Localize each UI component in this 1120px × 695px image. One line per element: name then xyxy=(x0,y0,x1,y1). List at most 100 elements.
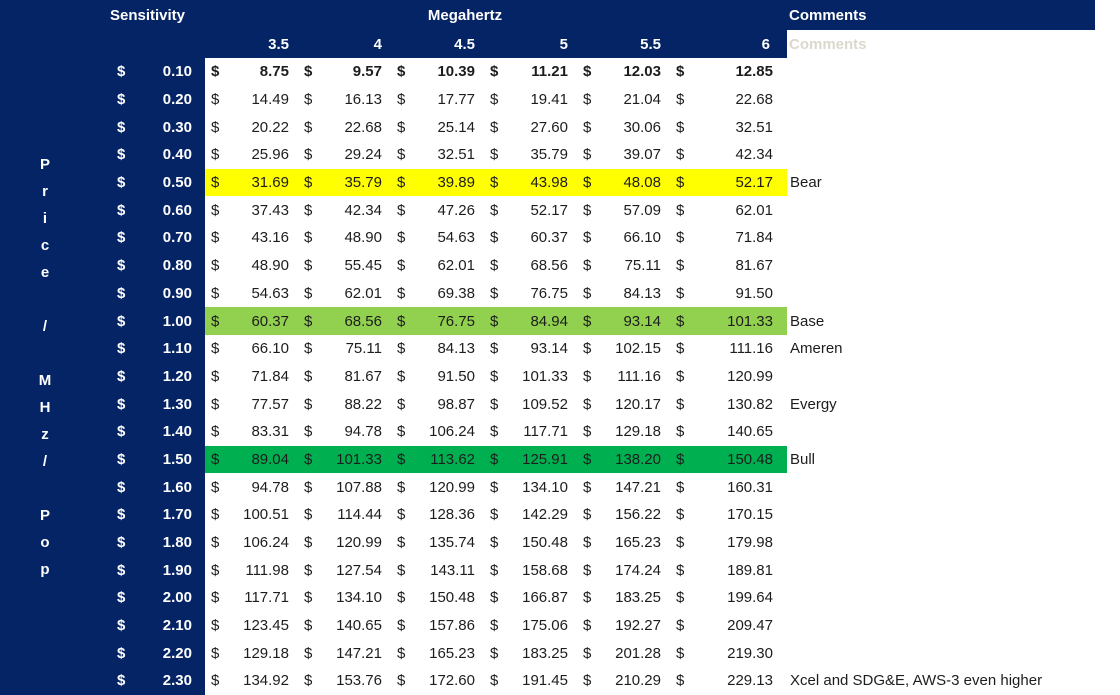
data-cell[interactable]: $11.21 xyxy=(484,58,577,86)
price-label-cell[interactable]: $ 2.10 xyxy=(90,612,205,640)
data-cell[interactable]: $101.33 xyxy=(484,363,577,391)
data-cell[interactable]: $111.16 xyxy=(577,363,670,391)
data-cell[interactable]: $140.65 xyxy=(670,418,787,446)
data-cell[interactable]: $22.68 xyxy=(670,86,787,114)
mhz-column-header[interactable]: 5.5 xyxy=(640,35,661,53)
data-cell[interactable]: $32.51 xyxy=(391,141,484,169)
data-cell[interactable]: $114.44 xyxy=(298,501,391,529)
data-cell[interactable]: $143.11 xyxy=(391,556,484,584)
data-cell[interactable]: $166.87 xyxy=(484,584,577,612)
data-cell[interactable]: $17.77 xyxy=(391,86,484,114)
data-cell[interactable]: $140.65 xyxy=(298,612,391,640)
price-label-cell[interactable]: $ 0.20 xyxy=(90,86,205,114)
data-cell[interactable]: $150.48 xyxy=(391,584,484,612)
price-label-cell[interactable]: $ 1.70 xyxy=(90,501,205,529)
price-label-cell[interactable]: $ 0.10 xyxy=(90,58,205,86)
data-cell[interactable]: $191.45 xyxy=(484,667,577,695)
price-label-cell[interactable]: $ 0.30 xyxy=(90,113,205,141)
data-cell[interactable]: $84.13 xyxy=(391,335,484,363)
data-cell[interactable]: $88.22 xyxy=(298,390,391,418)
price-label-cell[interactable]: $ 1.90 xyxy=(90,556,205,584)
data-cell[interactable]: $21.04 xyxy=(577,86,670,114)
data-cell[interactable]: $165.23 xyxy=(577,529,670,557)
price-label-cell[interactable]: $ 0.50 xyxy=(90,169,205,197)
data-cell[interactable]: $43.98 xyxy=(484,168,577,197)
price-label-cell[interactable]: $ 1.50 xyxy=(90,446,205,474)
data-cell[interactable]: $43.16 xyxy=(205,224,298,252)
data-cell[interactable]: $48.90 xyxy=(298,224,391,252)
data-cell[interactable]: $69.38 xyxy=(391,280,484,308)
data-cell[interactable]: $8.75 xyxy=(205,58,298,86)
price-label-cell[interactable]: $ 1.80 xyxy=(90,529,205,557)
mhz-column-header[interactable]: 4 xyxy=(373,35,382,53)
data-cell[interactable]: $106.24 xyxy=(391,418,484,446)
data-cell[interactable]: $117.71 xyxy=(484,418,577,446)
data-cell[interactable]: $150.48 xyxy=(670,445,787,474)
data-cell[interactable]: $39.07 xyxy=(577,141,670,169)
data-cell[interactable]: $31.69 xyxy=(205,168,298,197)
mhz-column-header[interactable]: 6 xyxy=(761,35,770,53)
data-cell[interactable]: $100.51 xyxy=(205,501,298,529)
comment-cell[interactable]: Ameren xyxy=(790,340,843,358)
data-cell[interactable]: $57.09 xyxy=(577,196,670,224)
price-label-cell[interactable]: $ 0.60 xyxy=(90,196,205,224)
data-cell[interactable]: $75.11 xyxy=(298,335,391,363)
data-cell[interactable]: $113.62 xyxy=(391,445,484,474)
comment-cell[interactable]: Base xyxy=(790,312,825,330)
data-cell[interactable]: $19.41 xyxy=(484,86,577,114)
data-cell[interactable]: $129.18 xyxy=(577,418,670,446)
data-cell[interactable]: $147.21 xyxy=(298,639,391,667)
data-cell[interactable]: $14.49 xyxy=(205,86,298,114)
price-label-cell[interactable]: $ 1.20 xyxy=(90,363,205,391)
data-cell[interactable]: $189.81 xyxy=(670,556,787,584)
data-cell[interactable]: $68.56 xyxy=(484,252,577,280)
data-cell[interactable]: $153.76 xyxy=(298,667,391,695)
data-cell[interactable]: $55.45 xyxy=(298,252,391,280)
data-cell[interactable]: $129.18 xyxy=(205,639,298,667)
data-cell[interactable]: $35.79 xyxy=(484,141,577,169)
data-cell[interactable]: $134.10 xyxy=(298,584,391,612)
data-cell[interactable]: $134.92 xyxy=(205,667,298,695)
data-cell[interactable]: $62.01 xyxy=(391,252,484,280)
data-cell[interactable]: $183.25 xyxy=(577,584,670,612)
data-cell[interactable]: $62.01 xyxy=(298,280,391,308)
data-cell[interactable]: $157.86 xyxy=(391,612,484,640)
data-cell[interactable]: $62.01 xyxy=(670,196,787,224)
data-cell[interactable]: $66.10 xyxy=(577,224,670,252)
data-cell[interactable]: $172.60 xyxy=(391,667,484,695)
data-cell[interactable]: $91.50 xyxy=(391,363,484,391)
data-cell[interactable]: $52.17 xyxy=(484,196,577,224)
data-cell[interactable]: $156.22 xyxy=(577,501,670,529)
data-cell[interactable]: $42.34 xyxy=(670,141,787,169)
data-cell[interactable]: $52.17 xyxy=(670,168,787,197)
data-cell[interactable]: $25.14 xyxy=(391,113,484,141)
data-cell[interactable]: $120.99 xyxy=(670,363,787,391)
data-cell[interactable]: $54.63 xyxy=(205,280,298,308)
data-cell[interactable]: $94.78 xyxy=(205,473,298,501)
comment-cell[interactable]: Evergy xyxy=(790,395,837,413)
data-cell[interactable]: $170.15 xyxy=(670,501,787,529)
comment-cell[interactable]: Bear xyxy=(790,174,822,192)
data-cell[interactable]: $175.06 xyxy=(484,612,577,640)
data-cell[interactable]: $165.23 xyxy=(391,639,484,667)
data-cell[interactable]: $142.29 xyxy=(484,501,577,529)
data-cell[interactable]: $158.68 xyxy=(484,556,577,584)
data-cell[interactable]: $76.75 xyxy=(391,307,484,335)
data-cell[interactable]: $27.60 xyxy=(484,113,577,141)
data-cell[interactable]: $93.14 xyxy=(577,307,670,335)
data-cell[interactable]: $120.99 xyxy=(298,529,391,557)
data-cell[interactable]: $135.74 xyxy=(391,529,484,557)
data-cell[interactable]: $199.64 xyxy=(670,584,787,612)
data-cell[interactable]: $109.52 xyxy=(484,390,577,418)
data-cell[interactable]: $12.03 xyxy=(577,58,670,86)
data-cell[interactable]: $42.34 xyxy=(298,196,391,224)
data-cell[interactable]: $66.10 xyxy=(205,335,298,363)
data-cell[interactable]: $71.84 xyxy=(205,363,298,391)
price-label-cell[interactable]: $ 1.00 xyxy=(90,307,205,335)
data-cell[interactable]: $174.24 xyxy=(577,556,670,584)
data-cell[interactable]: $81.67 xyxy=(670,252,787,280)
data-cell[interactable]: $111.16 xyxy=(670,335,787,363)
data-cell[interactable]: $201.28 xyxy=(577,639,670,667)
price-label-cell[interactable]: $ 1.30 xyxy=(90,390,205,418)
data-cell[interactable]: $29.24 xyxy=(298,141,391,169)
